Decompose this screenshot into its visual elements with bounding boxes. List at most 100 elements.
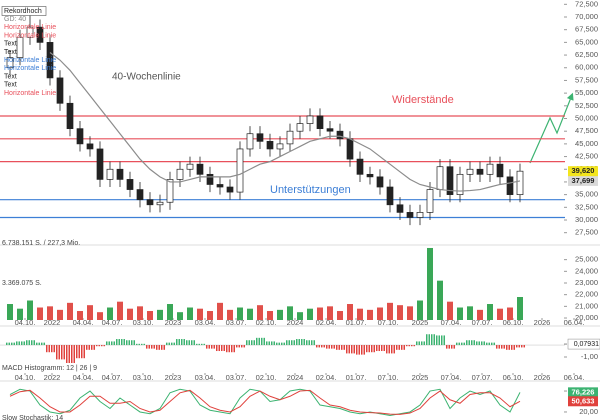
macd-bar [51, 345, 53, 353]
macd-bar [196, 343, 198, 346]
macd-bar [321, 345, 323, 348]
macd-bar [181, 339, 183, 346]
macd-bar [271, 341, 273, 346]
macd-bar [323, 345, 325, 348]
macd-bar [326, 345, 328, 349]
macd-bar [353, 345, 355, 354]
macd-bar [248, 340, 250, 346]
macd-bar [198, 343, 200, 346]
x-tick-label: 02.04. [316, 318, 337, 327]
macd-bar [216, 345, 218, 352]
volume-bar [417, 300, 423, 320]
candle-body [346, 138, 354, 160]
macd-bar [336, 345, 338, 350]
x-tick-label: 04.10. [15, 318, 36, 327]
volume-bar [177, 312, 183, 320]
macd-bar [53, 345, 55, 353]
macd-bar [491, 342, 493, 346]
macd-bar [266, 341, 268, 346]
macd-bar [516, 345, 518, 348]
x-tick-label: 04.07. [102, 373, 123, 382]
ma-last-label: 37,699 [572, 176, 595, 185]
macd-bar [261, 337, 263, 346]
y-tick-label: 32,500 [575, 202, 598, 211]
macd-bar [178, 339, 180, 346]
macd-bar [23, 341, 25, 346]
volume-bar [237, 307, 243, 320]
macd-bar [236, 345, 238, 348]
candle-body [206, 173, 214, 185]
macd-bar [223, 345, 225, 352]
candle-body [56, 77, 64, 104]
volume-bar [447, 301, 453, 320]
macd-bar [211, 345, 213, 349]
macd-bar [391, 345, 393, 354]
macd-bar [521, 345, 523, 348]
macd-bar [503, 345, 505, 349]
volume-bar [337, 311, 343, 320]
macd-bar [463, 342, 465, 346]
stochastic-last-label: 50,633 [572, 396, 595, 405]
macd-bar [41, 342, 43, 346]
macd-bar [466, 340, 468, 346]
macd-bar [161, 345, 163, 350]
macd-bar [443, 335, 445, 346]
y-tick-label: 60,000 [575, 63, 598, 72]
legend-item: Rekordhoch [4, 8, 42, 15]
x-tick-label: 02.10. [256, 318, 277, 327]
macd-bar [283, 342, 285, 346]
macd-bar [206, 345, 208, 349]
volume-bar [17, 308, 23, 320]
volume-bar [297, 312, 303, 320]
macd-bar [78, 345, 80, 359]
candle-body [406, 212, 414, 218]
macd-bar [43, 342, 45, 346]
macd-bar [343, 345, 345, 350]
macd-bar [218, 345, 220, 352]
macd-bar [193, 340, 195, 346]
candle-body [466, 168, 474, 175]
macd-bar [378, 345, 380, 352]
macd-bar [398, 345, 400, 350]
macd-bar [446, 345, 448, 349]
candle-body [266, 140, 274, 150]
macd-bar [371, 345, 373, 353]
macd-bar [388, 345, 390, 354]
candle-body [506, 176, 514, 195]
macd-bar [111, 341, 113, 346]
candle-body [476, 168, 484, 175]
macd-bar [28, 340, 30, 346]
macd-bar [421, 341, 423, 346]
macd-bar [191, 340, 193, 346]
macd-bar [318, 345, 320, 348]
candle-body [36, 26, 44, 43]
macd-bar [16, 341, 18, 346]
macd-bar [221, 345, 223, 352]
candle-body [456, 173, 464, 195]
macd-bar [316, 345, 318, 348]
macd-bar [36, 342, 38, 346]
macd-bar [473, 340, 475, 346]
y-tick-label: 20,00 [579, 407, 598, 416]
macd-bar [71, 345, 73, 364]
macd-bar [31, 340, 33, 346]
x-tick-label: 2026 [534, 318, 551, 327]
macd-bar [213, 345, 215, 349]
legend-box [1, 6, 47, 16]
x-tick-label: 07.07. [472, 373, 493, 382]
macd-bar [288, 340, 290, 346]
value-box [568, 387, 598, 398]
y-tick-label: 62,500 [575, 50, 598, 59]
stochastic-title: Slow Stochastik: 14 [2, 415, 63, 420]
candle-body [236, 148, 244, 193]
candle-body [516, 170, 524, 195]
macd-bar [448, 345, 450, 349]
macd-bar [346, 345, 348, 354]
macd-bar [163, 345, 165, 350]
macd-bar [393, 345, 395, 354]
macd-bar [143, 343, 145, 346]
candle-body [376, 176, 384, 188]
macd-bar [356, 345, 358, 355]
volume-bar [247, 308, 253, 320]
